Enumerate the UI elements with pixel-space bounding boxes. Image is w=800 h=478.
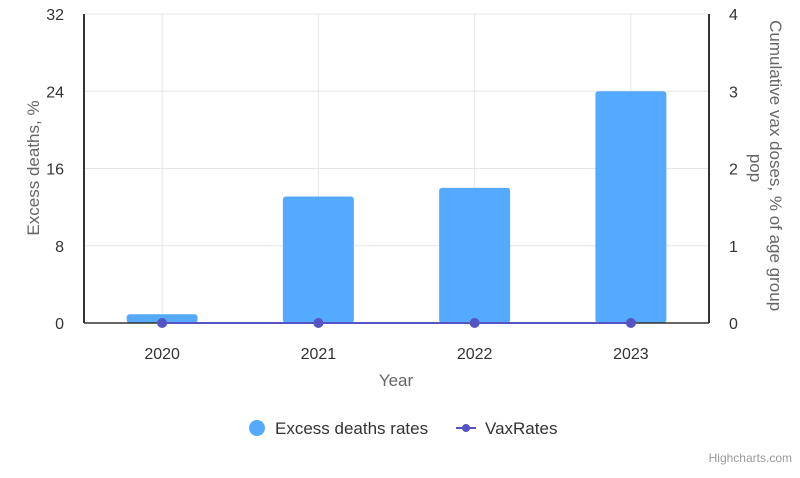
x-axis-title: Year bbox=[379, 371, 414, 390]
y-right-tick-label: 3 bbox=[729, 84, 738, 101]
y-right-axis-title: Cumulative vax doses, % of age group pop bbox=[746, 20, 785, 316]
bar-2022[interactable] bbox=[439, 187, 511, 323]
y-left-tick-label: 0 bbox=[55, 316, 64, 333]
bars-layer bbox=[126, 91, 667, 323]
y-right-tick-label: 0 bbox=[729, 316, 738, 333]
x-tick-label: 2020 bbox=[144, 346, 180, 363]
vaxrates-point-2022[interactable] bbox=[469, 318, 480, 328]
line-layer bbox=[157, 318, 636, 328]
x-tick-label: 2021 bbox=[301, 346, 337, 363]
y-left-tick-label: 32 bbox=[46, 7, 64, 24]
y-left-axis-title: Excess deaths, % bbox=[24, 100, 43, 235]
legend-label-vaxrates: VaxRates bbox=[485, 419, 557, 438]
y-left-tick-label: 24 bbox=[46, 84, 64, 101]
legend: Excess deaths rates VaxRates bbox=[249, 419, 557, 438]
credits-link[interactable]: Highcharts.com bbox=[709, 451, 792, 465]
y-right-tick-label: 4 bbox=[729, 7, 738, 24]
vaxrates-point-2023[interactable] bbox=[625, 318, 636, 328]
labels-layer: Excess deaths, % Cumulative vax doses, %… bbox=[24, 7, 785, 390]
x-tick-label: 2022 bbox=[457, 346, 493, 363]
y-left-tick-label: 16 bbox=[46, 162, 64, 179]
legend-label-excess-deaths: Excess deaths rates bbox=[275, 419, 428, 438]
vaxrates-point-2020[interactable] bbox=[157, 318, 168, 328]
y-left-tick-label: 8 bbox=[55, 239, 64, 256]
legend-item-vaxrates[interactable]: VaxRates bbox=[456, 419, 557, 438]
x-tick-label: 2023 bbox=[613, 346, 649, 363]
legend-line-marker bbox=[462, 424, 470, 432]
y-right-axis-title-line-1: Cumulative vax doses, % of age group bbox=[766, 20, 785, 311]
vaxrates-point-2021[interactable] bbox=[313, 318, 324, 328]
bar-2021[interactable] bbox=[282, 196, 354, 323]
y-right-axis-title-line-2: pop bbox=[746, 154, 765, 182]
legend-bar-symbol bbox=[249, 420, 265, 436]
y-right-tick-label: 2 bbox=[729, 162, 738, 179]
bar-2023[interactable] bbox=[595, 91, 667, 323]
y-right-tick-label: 1 bbox=[729, 239, 738, 256]
legend-item-excess-deaths[interactable]: Excess deaths rates bbox=[249, 419, 428, 438]
